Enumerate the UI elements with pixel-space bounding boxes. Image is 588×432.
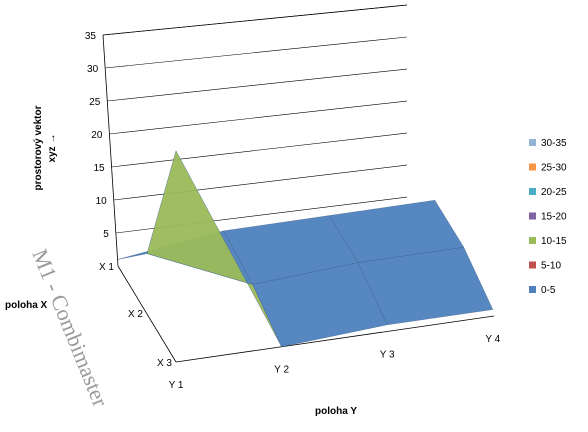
y-tick-label: Y 4	[485, 334, 500, 345]
legend-swatch	[529, 163, 536, 171]
gridline-z	[113, 164, 408, 201]
y-tick-label: Y 2	[274, 365, 289, 376]
gridline-z	[109, 100, 408, 135]
legend-swatch	[529, 139, 536, 146]
surface-plot	[117, 150, 494, 347]
z-axis-title-line2: xyz →	[47, 134, 58, 163]
z-tick-label: 5	[103, 229, 109, 240]
gridlines	[102, 4, 408, 234]
legend-swatch	[529, 261, 536, 269]
legend-swatch	[529, 286, 536, 293]
gridline-z	[105, 36, 408, 69]
x-tick-label: X 2	[128, 309, 143, 320]
axis-ticks: 5 10 15 20 25 30 35 X 1 X 2 X 3 Y 1 Y 2 Y 3 Y 4	[85, 31, 501, 391]
y-axis-title: poloha Y	[315, 406, 357, 417]
legend-label: 20-25	[541, 187, 567, 198]
legend-swatch	[529, 188, 536, 195]
y-tick-label: Y 1	[169, 380, 184, 391]
z-tick-label: 10	[96, 196, 108, 207]
z-tick-label: 20	[91, 130, 103, 141]
legend-swatch	[529, 212, 536, 220]
y-tick-label: Y 3	[380, 349, 395, 360]
legend-label: 5-10	[541, 261, 561, 272]
z-axis-title-line1: prostorový vektor	[33, 105, 44, 190]
surface-patch	[357, 247, 494, 326]
floor-left-edge	[117, 265, 177, 363]
x-tick-label: X 1	[99, 262, 114, 273]
legend-label: 0-5	[541, 285, 556, 296]
z-tick-label: 35	[85, 31, 97, 42]
z-tick-label: 15	[93, 163, 105, 174]
gridline-z	[107, 68, 408, 102]
z-tick-label: 30	[87, 64, 99, 75]
z-tick-label: 25	[89, 97, 101, 108]
legend: 30-35 25-30 20-25 15-20 10-15 5-10 0-5	[529, 138, 567, 296]
floor-front-edge	[175, 315, 495, 363]
gridline-z	[111, 132, 408, 168]
legend-label: 30-35	[541, 138, 567, 149]
x-axis-title: poloha X	[5, 300, 48, 311]
legend-label: 25-30	[541, 163, 567, 174]
gridline-z	[102, 4, 408, 36]
legend-swatch	[529, 237, 536, 244]
x-tick-label: X 3	[157, 358, 172, 369]
legend-label: 15-20	[541, 212, 567, 223]
legend-label: 10-15	[541, 236, 567, 247]
wall-vertical-edge	[102, 34, 119, 267]
